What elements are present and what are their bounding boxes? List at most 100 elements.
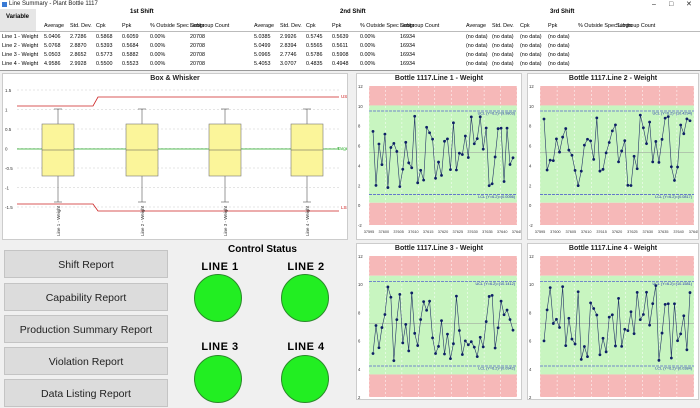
shift1-cell: 20708 xyxy=(190,34,205,40)
data-point xyxy=(452,121,455,125)
x-tick-label: 37595 xyxy=(364,230,375,234)
data-point xyxy=(682,314,686,318)
data-point xyxy=(434,176,437,180)
data-point xyxy=(404,140,408,144)
data-point xyxy=(419,168,423,172)
shift1-cell: 0.00% xyxy=(150,43,166,49)
data-point xyxy=(595,313,599,317)
data-point xyxy=(651,160,655,164)
y-tick-label: 0 xyxy=(529,203,532,208)
data-point xyxy=(463,339,467,343)
shift3-cell: (no data) xyxy=(520,52,542,58)
data-point xyxy=(431,336,434,340)
data-point xyxy=(374,183,378,187)
data-point xyxy=(617,297,620,300)
data-point xyxy=(401,167,405,171)
column-header: % Outside Spec Limits xyxy=(150,23,205,29)
line-1-label: LINE 1 xyxy=(201,261,239,273)
data-point xyxy=(573,169,577,172)
data-point xyxy=(645,142,648,146)
x-tick-label: 37610 xyxy=(408,230,419,234)
data-point xyxy=(648,120,652,124)
data-point xyxy=(392,142,396,145)
data-point xyxy=(614,123,617,127)
data-point xyxy=(582,143,586,147)
control-chart-3: UCL (Y=6.2)=(10.1412) LCL (Y=6.2)=(0.0942… xyxy=(358,254,518,399)
violation-report-button[interactable]: Violation Report xyxy=(4,347,168,375)
data-point xyxy=(673,302,676,306)
minimize-button[interactable]: – xyxy=(652,1,656,8)
shift1-cell: 20708 xyxy=(190,61,205,67)
data-point xyxy=(589,139,592,143)
shift-report-button[interactable]: Shift Report xyxy=(4,250,168,278)
data-point xyxy=(469,115,473,119)
data-point xyxy=(592,157,596,161)
y-tick-label: 4 xyxy=(358,367,361,372)
shift2-cell: 2.9926 xyxy=(280,34,297,40)
shift-header-1: 1st Shift xyxy=(130,9,154,15)
data-point xyxy=(651,302,655,306)
control-chart-title-3: Bottle 1117.Line 3 - Weight xyxy=(394,245,484,252)
lsl-label: LSL xyxy=(341,205,347,210)
column-header: % Outside Spec Limits xyxy=(578,23,633,29)
y-tick-label: 6 xyxy=(529,339,532,344)
data-point xyxy=(607,315,611,319)
data-point xyxy=(437,345,440,348)
data-listing-report-button[interactable]: Data Listing Report xyxy=(4,379,168,407)
data-point xyxy=(466,343,470,347)
line-4-status-lamp xyxy=(281,355,329,403)
data-point xyxy=(629,310,633,314)
data-point xyxy=(688,291,692,294)
shift1-cell: 0.5393 xyxy=(96,43,113,49)
x-tick-label: 37600 xyxy=(379,230,390,234)
ucl-label: UCL (Y=6.2)=(10.4294) xyxy=(652,112,692,116)
maximize-button[interactable]: □ xyxy=(669,1,674,8)
lcl-label: LCL (Y=6.2)=(0.0384) xyxy=(655,366,693,370)
data-point xyxy=(511,328,515,332)
data-point xyxy=(371,129,375,133)
x-tick-label: 37620 xyxy=(612,230,623,234)
category-label: Line 2 - Weight xyxy=(140,205,145,236)
data-point xyxy=(561,285,565,289)
x-tick-label: 37645 xyxy=(512,230,521,234)
production-summary-report-button[interactable]: Production Summary Report xyxy=(4,315,168,343)
upper-red-zone xyxy=(540,86,694,106)
category-label: Line 4 - Weight xyxy=(305,205,310,236)
data-point xyxy=(428,299,431,303)
close-button[interactable]: ✕ xyxy=(686,1,692,8)
data-point xyxy=(401,341,405,345)
data-point xyxy=(410,166,414,170)
data-point xyxy=(484,320,488,323)
column-header: Ppk xyxy=(332,23,342,29)
data-point xyxy=(437,160,440,164)
column-header: Subgroup Count xyxy=(616,23,656,29)
data-point xyxy=(669,356,673,360)
y-tick-label: 1.5 xyxy=(5,88,12,93)
lower-red-zone xyxy=(369,202,517,225)
data-point xyxy=(404,323,408,326)
capability-report-button[interactable]: Capability Report xyxy=(4,283,168,311)
shift2-cell: 0.4835 xyxy=(306,61,323,67)
shift1-cell: 0.5882 xyxy=(122,52,139,58)
data-point xyxy=(679,332,683,336)
data-point xyxy=(419,318,423,321)
data-point xyxy=(645,290,648,294)
data-point xyxy=(457,329,461,332)
y-tick-label: -1 xyxy=(5,186,9,191)
column-header: Cpk xyxy=(520,23,530,29)
column-header: Average xyxy=(254,23,274,29)
data-point xyxy=(657,160,661,164)
shift2-cell: 16934 xyxy=(400,34,415,40)
data-point xyxy=(598,169,602,173)
data-point xyxy=(586,137,589,141)
data-point xyxy=(601,336,605,340)
data-point xyxy=(576,290,580,294)
data-point xyxy=(660,137,664,141)
data-point xyxy=(589,301,592,305)
data-point xyxy=(490,294,494,297)
y-tick-label: 12 xyxy=(529,84,534,89)
data-point xyxy=(428,131,431,135)
control-chart-title-1: Bottle 1117.Line 1 - Weight xyxy=(394,75,484,82)
y-tick-label: 6 xyxy=(358,339,361,344)
shift3-cell: (no data) xyxy=(466,34,488,40)
